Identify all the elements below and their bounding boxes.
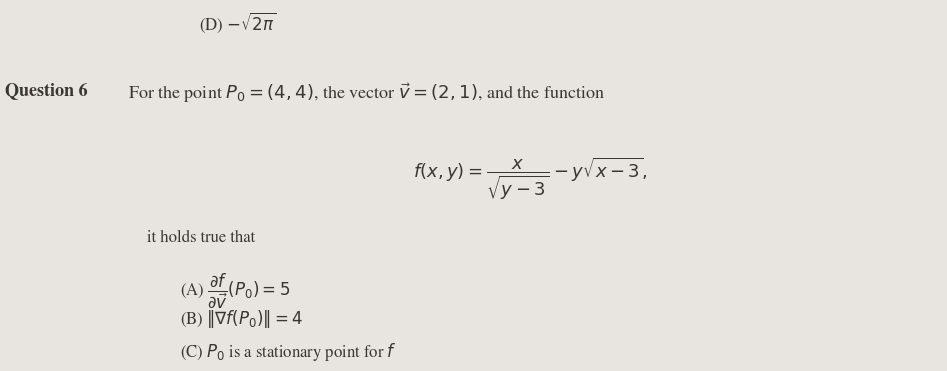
Text: (D) $-\sqrt{2\pi}$: (D) $-\sqrt{2\pi}$ [199,11,277,35]
Text: it holds true that: it holds true that [147,230,255,246]
Text: $f(x, y) = \dfrac{x}{\sqrt{y-3}} - y\sqrt{x-3},$: $f(x, y) = \dfrac{x}{\sqrt{y-3}} - y\sqr… [413,156,648,202]
Text: (A) $\dfrac{\partial f}{\partial \vec{v}}(P_0) = 5$: (A) $\dfrac{\partial f}{\partial \vec{v}… [180,271,290,310]
Text: (C) $P_0$ is a stationary point for $f$: (C) $P_0$ is a stationary point for $f$ [180,341,397,363]
Text: For the point $P_0 = (4, 4)$, the vector $\vec{v} = (2, 1)$, and the function: For the point $P_0 = (4, 4)$, the vector… [128,82,604,105]
Text: (B) $\|\nabla f(P_0)\| = 4$: (B) $\|\nabla f(P_0)\| = 4$ [180,308,303,330]
Text: Question 6: Question 6 [5,82,87,99]
